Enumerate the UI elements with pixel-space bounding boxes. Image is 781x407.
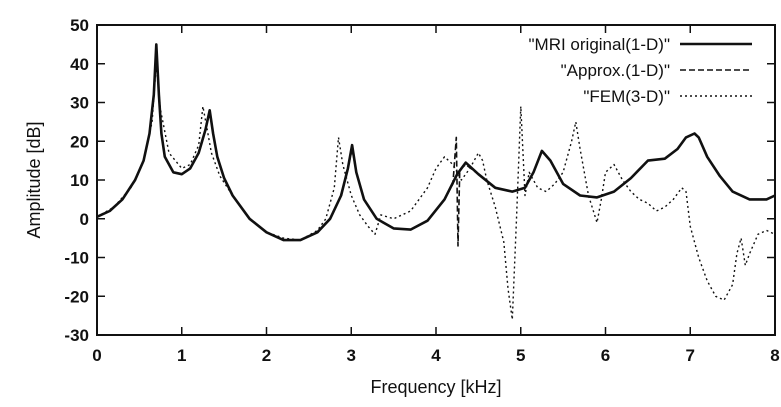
x-tick-label: 6 <box>601 346 610 365</box>
x-tick-label: 8 <box>770 346 779 365</box>
y-tick-label: 20 <box>70 132 89 151</box>
legend-label-1: "MRI original(1-D)" <box>529 35 670 54</box>
x-tick-label: 0 <box>92 346 101 365</box>
x-tick-label: 5 <box>516 346 525 365</box>
y-tick-label: -30 <box>64 326 89 345</box>
y-tick-label: 40 <box>70 55 89 74</box>
y-tick-label: 10 <box>70 171 89 190</box>
series-line-2 <box>96 47 776 247</box>
x-tick-label: 3 <box>347 346 356 365</box>
x-tick-label: 4 <box>431 346 441 365</box>
series-line-3 <box>96 63 776 321</box>
y-tick-label: -20 <box>64 287 89 306</box>
legend: "MRI original(1-D)" "Approx.(1-D)" "FEM(3-… <box>529 35 752 106</box>
x-tick-label: 2 <box>262 346 271 365</box>
y-tick-label: -10 <box>64 249 89 268</box>
y-tick-label: 50 <box>70 16 89 35</box>
y-tick-label: 0 <box>80 210 89 229</box>
legend-label-2: "Approx.(1-D)" <box>561 61 670 80</box>
legend-label-3: "FEM(3-D)" <box>583 87 670 106</box>
x-tick-label: 7 <box>686 346 695 365</box>
x-tick-label: 1 <box>177 346 186 365</box>
plot-area-frame <box>96 24 776 336</box>
x-axis-title: Frequency [kHz] <box>370 377 501 397</box>
y-axis-ticks: -30 -20 -10 0 10 20 30 40 50 <box>64 16 775 345</box>
y-tick-label: 30 <box>70 94 89 113</box>
y-axis-title: Amplitude [dB] <box>24 121 44 238</box>
x-axis-ticks: 0 1 2 3 4 5 6 7 8 <box>92 25 780 365</box>
series-layer <box>96 43 776 321</box>
